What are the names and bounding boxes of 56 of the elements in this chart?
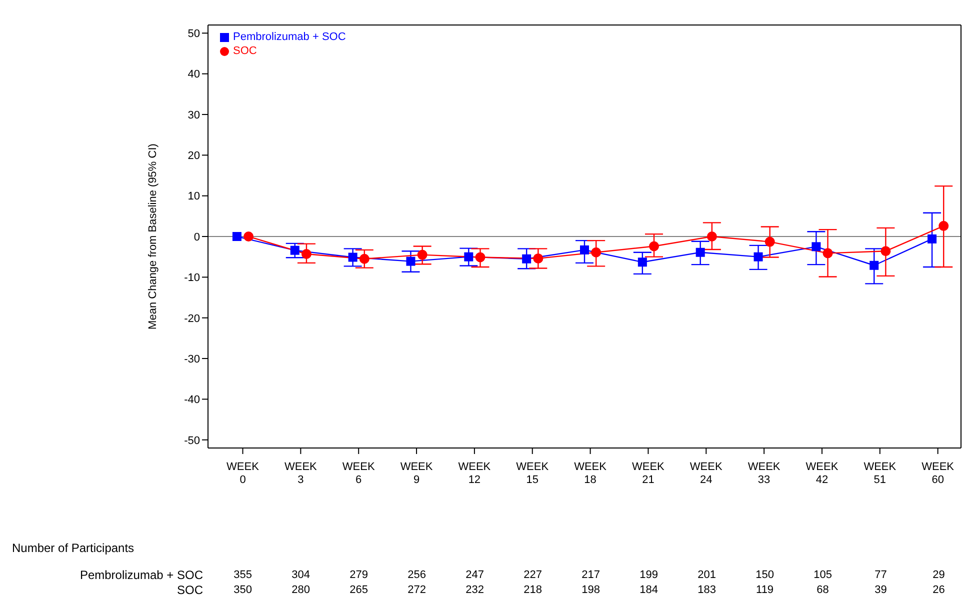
- text: 247: [464, 569, 485, 581]
- x-tick-label: WEEK 3: [284, 461, 318, 486]
- text: 199: [638, 569, 659, 581]
- text: 350: [232, 584, 253, 596]
- text: 355: [232, 569, 253, 581]
- y-tick-label: -50: [184, 434, 200, 447]
- text: 39: [874, 584, 888, 596]
- text: 26: [932, 584, 946, 596]
- x-tick-label: WEEK 33: [748, 461, 781, 486]
- legend-label: SOC: [233, 45, 257, 57]
- text: 217: [580, 569, 601, 581]
- x-tick-label: WEEK 9: [400, 461, 434, 486]
- text: Pembrolizumab + SOC: [80, 568, 203, 582]
- text: 272: [406, 584, 427, 596]
- x-tick-label: WEEK 0: [226, 461, 260, 486]
- y-tick-label: 40: [188, 68, 200, 81]
- text: 184: [638, 584, 659, 596]
- y-tick-label: 50: [188, 28, 200, 40]
- y-tick-label: -30: [184, 353, 200, 366]
- text: 280: [290, 584, 311, 596]
- y-tick-label: 30: [188, 109, 200, 122]
- text: 227: [522, 569, 543, 581]
- y-tick-label: 10: [188, 190, 200, 203]
- y-axis-title: Mean Change from Baseline (95% CI): [146, 144, 159, 330]
- text: 119: [755, 584, 775, 596]
- x-tick-label: WEEK 42: [806, 461, 839, 486]
- text: 304: [290, 569, 311, 581]
- y-tick-label: -40: [184, 394, 200, 406]
- y-tick-label: -20: [184, 312, 200, 325]
- text: 105: [812, 569, 833, 581]
- text: 232: [464, 584, 485, 596]
- text: Number of Participants: [12, 541, 134, 555]
- text: 183: [696, 584, 717, 596]
- text: 201: [696, 569, 717, 581]
- text: 279: [348, 569, 369, 581]
- text: 77: [874, 569, 888, 581]
- y-tick-label: 0: [194, 231, 200, 244]
- text: SOC: [176, 583, 203, 597]
- legend-label: Pembrolizumab + SOC: [233, 31, 346, 43]
- text: 29: [932, 569, 946, 581]
- x-tick-label: WEEK 21: [632, 461, 666, 486]
- y-tick-label: -10: [184, 272, 200, 284]
- x-tick-label: WEEK 6: [342, 461, 376, 486]
- x-tick-label: WEEK 18: [574, 461, 608, 486]
- text: 265: [348, 584, 369, 596]
- text: 150: [754, 569, 775, 581]
- text: 198: [580, 584, 601, 596]
- text: 256: [406, 569, 427, 581]
- x-tick-label: WEEK 60: [922, 461, 955, 486]
- x-tick-label: WEEK 51: [864, 461, 897, 486]
- text: 68: [816, 584, 830, 596]
- text: 218: [522, 584, 543, 596]
- y-tick-label: 20: [188, 150, 200, 162]
- x-tick-label: WEEK 15: [516, 461, 550, 486]
- x-tick-label: WEEK 12: [458, 461, 492, 486]
- x-tick-label: WEEK 24: [690, 461, 723, 486]
